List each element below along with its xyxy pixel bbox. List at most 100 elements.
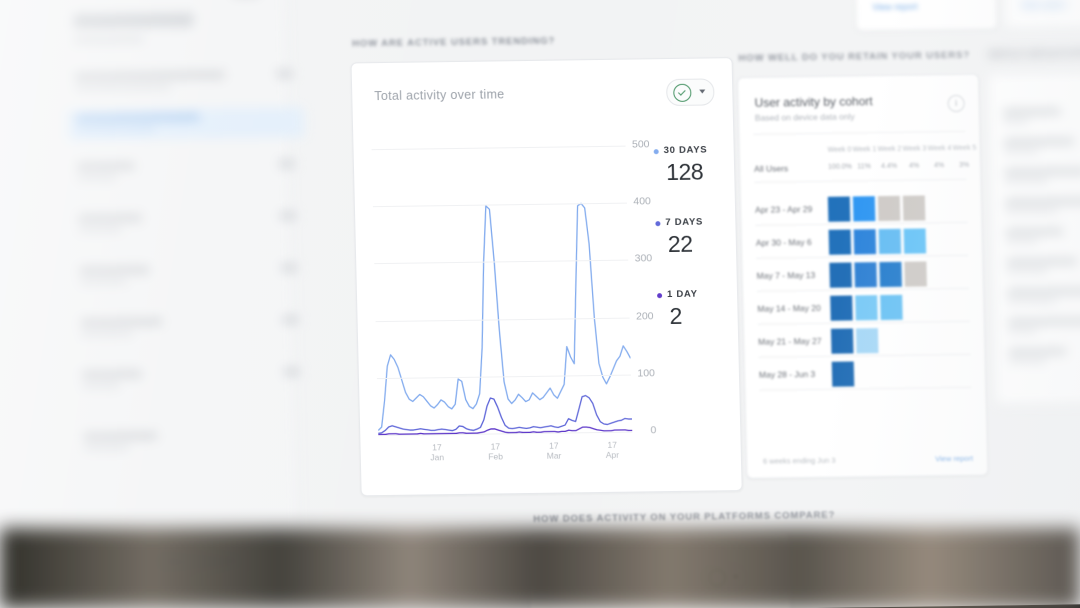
right-list-item[interactable] xyxy=(1007,312,1080,338)
cohort-column-header: Week 0 xyxy=(827,146,852,154)
list-item[interactable] xyxy=(81,363,301,392)
top-card-right-1[interactable]: View report xyxy=(852,0,998,32)
chart-y-tick: 200 xyxy=(635,309,654,323)
cohort-cell[interactable] xyxy=(877,195,901,222)
cohort-divider xyxy=(755,221,968,226)
right-list-item-label xyxy=(1008,347,1067,357)
cohort-cell[interactable] xyxy=(831,361,855,387)
cohort-footer-note: 6 weeks ending Jun 3 xyxy=(762,455,836,466)
legend-value: 128 xyxy=(665,158,704,186)
right-list-item[interactable] xyxy=(1003,133,1080,159)
cohort-section-label: HOW WELL DO YOU RETAIN YOUR USERS? xyxy=(738,49,971,65)
list-item[interactable] xyxy=(79,259,298,288)
cohort-column-header: Week 5 xyxy=(952,144,977,153)
top-card-right-2-link[interactable]: View report xyxy=(1020,0,1066,11)
cohort-row-label: May 21 - May 27 xyxy=(758,335,822,347)
cohort-title: User activity by cohort xyxy=(754,94,873,110)
cohort-cell[interactable] xyxy=(830,295,853,321)
cohort-row-label: Apr 30 - May 6 xyxy=(755,237,812,248)
cohort-divider xyxy=(753,130,966,135)
list-item-value xyxy=(281,263,298,273)
right-list-item[interactable] xyxy=(1004,163,1080,189)
chart-series-svg xyxy=(377,202,633,436)
cohort-cell[interactable] xyxy=(852,196,876,222)
list-item[interactable] xyxy=(80,311,299,340)
chart-x-tick-month: Apr xyxy=(605,449,620,460)
legend-item[interactable]: 7 DAYS 22 xyxy=(655,216,735,257)
list-item[interactable] xyxy=(83,425,302,454)
chevron-down-icon xyxy=(699,89,706,94)
right-list-item-label xyxy=(1003,137,1075,147)
list-item[interactable] xyxy=(76,155,296,184)
right-list-item[interactable] xyxy=(1005,222,1080,248)
cohort-footer-link[interactable]: View report xyxy=(935,453,974,464)
right-list-item[interactable] xyxy=(1002,103,1080,129)
legend-label: 1 DAY xyxy=(666,288,698,301)
cohort-cell[interactable] xyxy=(878,228,902,255)
cohort-divider xyxy=(754,178,967,183)
cohort-cell[interactable] xyxy=(855,328,879,354)
info-icon[interactable]: i xyxy=(947,94,965,113)
list-item[interactable] xyxy=(78,207,297,236)
legend-item[interactable]: 30 DAYS 128 xyxy=(653,144,734,185)
legend-label: 7 DAYS xyxy=(665,216,704,229)
chart-x-tick: 17 Feb xyxy=(475,441,515,462)
activity-chart-card[interactable]: Total activity over time 500 400 300 200 100… xyxy=(350,57,743,497)
cohort-cell[interactable] xyxy=(828,229,852,255)
cohort-cell[interactable] xyxy=(853,229,877,255)
chart-x-tick-day: 17 xyxy=(548,440,559,451)
chart-x-tick: 17 Apr xyxy=(592,440,632,461)
cohort-all-users-value: 4% xyxy=(933,162,945,170)
legend-item[interactable]: 1 DAY 2 xyxy=(657,288,737,329)
list-item-sublabel xyxy=(78,226,123,234)
right-list-item[interactable] xyxy=(1004,192,1080,218)
list-item[interactable] xyxy=(74,65,294,94)
list-item[interactable] xyxy=(67,107,305,141)
cohort-column-header: Week 2 xyxy=(877,145,902,154)
cohort-cell[interactable] xyxy=(854,262,877,288)
cohort-cell[interactable] xyxy=(879,261,902,288)
cohort-all-users-row: All Users 100.0% 11% 4.4% 4% 4% 3% xyxy=(738,75,978,174)
cohort-cell[interactable] xyxy=(829,262,852,288)
cohort-divider xyxy=(757,320,970,325)
list-item-sublabel xyxy=(75,126,157,134)
cohort-column-headers: Week 0 Week 1 Week 2 Week 3 Week 4 Week 5 xyxy=(738,75,978,154)
cohort-cell[interactable] xyxy=(855,295,878,321)
legend-dot-icon xyxy=(653,149,659,155)
right-list-item-sublabel xyxy=(1007,328,1038,335)
cohort-cell[interactable] xyxy=(827,196,851,222)
top-card-right-2[interactable]: View report xyxy=(1000,0,1080,30)
right-list-item-sublabel xyxy=(1003,148,1039,155)
chart-x-tick-month: Jan xyxy=(430,452,445,463)
cohort-cell[interactable] xyxy=(902,195,926,221)
top-card-right-1-link[interactable]: View report xyxy=(872,1,918,13)
right-list-item-sublabel xyxy=(1003,118,1030,125)
right-list-item-sublabel xyxy=(1005,208,1059,215)
cohort-cell[interactable] xyxy=(903,228,927,254)
left-list-panel[interactable] xyxy=(0,0,305,608)
right-list-item-label xyxy=(1004,196,1080,207)
cohort-card[interactable]: User activity by cohort Based on device … xyxy=(736,73,989,479)
right-list-card[interactable] xyxy=(986,71,1080,406)
right-list-item[interactable] xyxy=(1008,342,1080,368)
right-list-item-label xyxy=(1004,167,1080,177)
legend-value: 22 xyxy=(667,230,693,258)
bottom-section-label: HOW DOES ACTIVITY ON YOUR PLATFORMS COMP… xyxy=(533,509,836,525)
list-item-label xyxy=(78,213,143,224)
chart-filter-pill[interactable] xyxy=(666,78,715,107)
cohort-divider xyxy=(756,254,969,259)
cohort-all-users-value: 100.0% xyxy=(828,163,852,171)
list-item-value xyxy=(278,159,296,169)
chart-x-tick-day: 17 xyxy=(607,439,618,450)
cohort-cell[interactable] xyxy=(904,261,927,287)
cohort-divider xyxy=(757,287,970,292)
cohort-divider xyxy=(758,353,971,358)
cohort-cell[interactable] xyxy=(880,294,903,321)
cohort-all-users-value: 11% xyxy=(857,163,871,171)
right-list-item-sublabel xyxy=(1004,178,1049,185)
chart-legend: 30 DAYS 128 7 DAYS 22 1 DAY 2 xyxy=(653,144,734,329)
right-list-item[interactable] xyxy=(1006,252,1080,278)
chart-y-tick: 0 xyxy=(650,424,657,437)
right-list-item[interactable] xyxy=(1007,282,1080,308)
cohort-cell[interactable] xyxy=(830,328,854,354)
